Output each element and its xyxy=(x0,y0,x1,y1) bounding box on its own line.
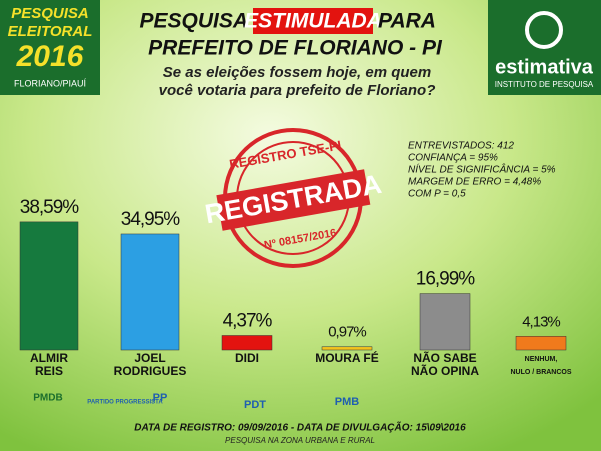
category-label: REIS xyxy=(35,364,63,378)
brand-name: estimativa xyxy=(495,56,594,78)
value-label: 34,95% xyxy=(121,209,181,230)
footer: DATA DE REGISTRO: 09/09/2016 - DATA DE D… xyxy=(134,421,466,434)
category-label: MOURA FÉ xyxy=(315,350,379,365)
category-label: NÃO OPINA xyxy=(411,363,479,378)
stat-line: ENTREVISTADOS: 412 xyxy=(408,141,514,152)
bar xyxy=(19,221,79,351)
brand-sub: INSTITUTO DE PESQUISA xyxy=(495,80,594,89)
stat-line: COM P = 0,5 xyxy=(408,189,466,200)
value-label: 38,59% xyxy=(20,197,80,218)
value-label: 0,97% xyxy=(328,324,366,341)
badge-year: 2016 xyxy=(16,40,84,73)
category-label: JOEL xyxy=(134,351,165,365)
bar xyxy=(419,293,471,351)
brand-icon xyxy=(525,11,563,49)
stat-line: MARGEM DE ERRO = 4,48% xyxy=(408,177,541,188)
category-label: NULO / BRANCOS xyxy=(510,369,571,376)
footer-note: PESQUISA NA ZONA URBANA E RURAL xyxy=(225,436,375,445)
stat-line: NÍVEL DE SIGNIFICÂNCIA = 5% xyxy=(408,163,556,176)
party-logo: PMDB xyxy=(33,393,62,404)
badge-box xyxy=(0,0,100,95)
title-highlight xyxy=(253,8,373,34)
stat-line: CONFIANÇA = 95% xyxy=(408,153,498,164)
badge-text: PESQUISA xyxy=(11,5,89,22)
bar xyxy=(515,336,567,351)
title: ESTIMULADA xyxy=(244,10,382,33)
party-logo: PMB xyxy=(335,396,360,408)
bar xyxy=(221,335,273,351)
category-label: NENHUM, xyxy=(525,356,558,363)
value-label: 16,99% xyxy=(416,269,476,290)
party-logo: PDT xyxy=(244,399,266,411)
bar xyxy=(321,346,373,351)
category-label: NÃO SABE xyxy=(413,350,476,365)
category-label: RODRIGUES xyxy=(114,364,187,378)
title: PREFEITO DE FLORIANO - PI xyxy=(148,37,443,60)
badge-text: ELEITORAL xyxy=(8,23,93,40)
value-label: 4,37% xyxy=(223,311,273,332)
category-label: DIDI xyxy=(235,351,259,365)
value-label: 4,13% xyxy=(522,313,560,330)
party-logo: PARTIDO PROGRESSISTA xyxy=(87,400,163,406)
title: PARA xyxy=(378,10,436,33)
title: PESQUISA xyxy=(139,10,248,33)
category-label: ALMIR xyxy=(30,351,68,365)
question: você votaria para prefeito de Floriano? xyxy=(159,82,436,99)
stamp-band xyxy=(216,169,371,231)
question: Se as eleições fossem hoje, em quem xyxy=(163,64,431,81)
bar xyxy=(120,233,180,351)
badge-place: FLORIANO/PIAUÍ xyxy=(14,78,87,88)
party-logo: PP xyxy=(153,392,168,404)
